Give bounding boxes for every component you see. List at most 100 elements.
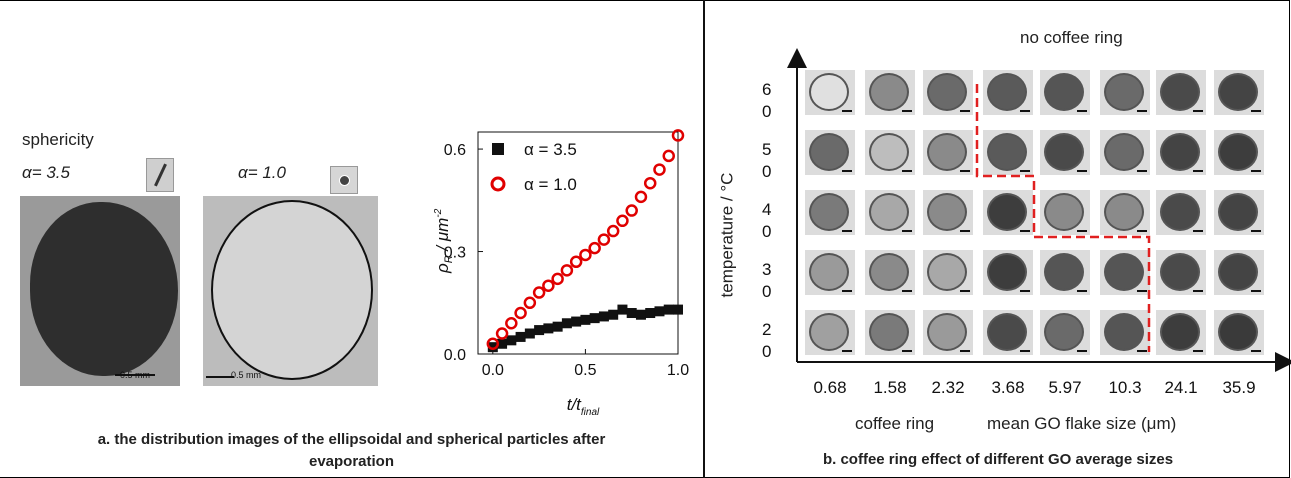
x-tick-label: 0.5 <box>574 362 596 379</box>
y-tick-label: 6 <box>762 80 772 99</box>
deposit-thumbnail <box>983 70 1033 115</box>
deposit-thumbnail <box>923 310 973 355</box>
deposit-thumbnail <box>805 250 855 295</box>
x-tick-label: 0.68 <box>813 378 847 397</box>
deposit-thumbnail <box>983 250 1033 295</box>
y-tick-label: 0.6 <box>444 142 466 159</box>
data-point-alpha-3-5 <box>645 308 656 319</box>
data-point-alpha-1-0 <box>671 129 685 142</box>
deposit-thumbnail <box>1214 310 1264 355</box>
deposit-thumbnail <box>1156 250 1206 295</box>
x-tick-label: 1.58 <box>873 378 907 397</box>
data-point-alpha-1-0 <box>542 279 555 292</box>
alpha-1-0-label: α= 1.0 <box>238 163 286 182</box>
data-point-alpha-3-5 <box>663 304 674 315</box>
deposit-density-chart: 0.0 0.3 0.6 0.0 0.5 1.0 ρR / μm-2 t/tfinal α = 3… <box>433 129 689 418</box>
ellipsoid-particle-inset <box>146 158 174 192</box>
sphere-particle-inset <box>330 166 358 194</box>
ellipsoid-deposit-micrograph: 0.5 mm <box>20 196 180 386</box>
data-point-alpha-1-0 <box>514 306 527 320</box>
plot-frame <box>477 131 679 355</box>
x-tick-label: 35.9 <box>1222 378 1256 397</box>
data-point-alpha-3-5 <box>571 316 582 327</box>
deposit-thumbnail <box>865 70 915 115</box>
scale-bar-label-2: 0.5 mm <box>231 370 262 380</box>
deposit-thumbnail <box>1100 250 1150 295</box>
y-tick-label: 2 <box>762 320 772 339</box>
deposit-thumbnail <box>805 310 855 355</box>
coffee-ring-label: coffee ring <box>855 414 935 433</box>
deposit-thumbnail <box>865 310 915 355</box>
deposit-thumbnail <box>1100 70 1150 115</box>
y-tick-label: 0 <box>762 222 772 241</box>
deposit-thumbnail <box>805 190 855 235</box>
panel-b-axes <box>787 48 1291 372</box>
data-point-alpha-1-0 <box>532 286 546 299</box>
data-point-alpha-3-5 <box>561 318 572 329</box>
deposit-thumbnail <box>1156 70 1206 115</box>
sphericity-label: sphericity <box>22 130 94 149</box>
data-point-alpha-1-0 <box>616 214 629 228</box>
data-point-alpha-1-0 <box>643 176 657 190</box>
deposit-thumbnail <box>1100 310 1150 355</box>
deposit-thumbnail <box>1040 130 1090 175</box>
y-tick-label: 0 <box>762 162 772 181</box>
data-point-alpha-3-5 <box>552 321 563 332</box>
panel-a-caption-line-1: a. the distribution images of the ellips… <box>97 431 606 448</box>
data-point-alpha-1-0 <box>653 163 666 176</box>
deposit-thumbnail <box>1100 130 1150 175</box>
data-point-alpha-3-5 <box>524 328 535 339</box>
sphere-deposit-micrograph: 0.5 mm <box>203 196 378 386</box>
deposit-thumbnail <box>1040 70 1090 115</box>
deposit-thumbnail <box>1214 250 1264 295</box>
scale-bar-label-1: 0.5 mm <box>120 370 151 380</box>
mean-go-flake-size-label: mean GO flake size (μm) <box>987 414 1177 433</box>
y-axis-label: ρR / μm-2 <box>433 208 455 274</box>
data-point-alpha-1-0 <box>505 317 518 330</box>
deposit-thumbnail <box>1040 190 1090 235</box>
x-tick-label: 1.0 <box>667 362 689 379</box>
data-point-alpha-3-5 <box>580 314 591 325</box>
deposit-thumbnail <box>1040 250 1090 295</box>
data-point-alpha-3-5 <box>673 304 683 315</box>
coffee-ring-boundary-line <box>975 84 1151 352</box>
deposit-thumbnail <box>983 310 1033 355</box>
x-tick-label: 10.3 <box>1108 378 1142 397</box>
y-tick-label: 3 <box>762 260 772 279</box>
deposit-thumbnail <box>1214 70 1264 115</box>
data-point-alpha-1-0 <box>662 149 675 163</box>
legend-marker-alpha-1-0 <box>490 176 506 192</box>
y-tick-label: 5 <box>762 140 772 159</box>
data-point-alpha-1-0 <box>579 248 592 262</box>
deposit-thumbnail <box>1214 130 1264 175</box>
deposit-thumbnail <box>1214 190 1264 235</box>
deposit-thumbnail <box>805 70 855 115</box>
y-tick-label: 0.3 <box>444 245 466 262</box>
data-point-alpha-3-5 <box>487 342 498 353</box>
data-point-alpha-3-5 <box>654 306 665 317</box>
data-point-alpha-3-5 <box>626 308 637 319</box>
data-point-alpha-1-0 <box>523 296 537 310</box>
legend-marker-alpha-3-5 <box>492 143 504 155</box>
y-tick-label: 4 <box>762 200 772 219</box>
data-point-alpha-1-0 <box>495 327 509 340</box>
deposit-thumbnail <box>865 130 915 175</box>
data-point-alpha-3-5 <box>617 304 628 315</box>
deposit-thumbnail <box>923 250 973 295</box>
data-point-alpha-1-0 <box>588 241 601 255</box>
data-point-alpha-3-5 <box>497 338 508 349</box>
y-tick-label: 0.0 <box>444 347 466 364</box>
legend-label-alpha-3-5: α = 3.5 <box>524 140 577 159</box>
data-point-alpha-3-5 <box>506 335 517 346</box>
y-tick-label: 0 <box>762 282 772 301</box>
data-point-alpha-1-0 <box>634 190 648 204</box>
x-tick-label: 3.68 <box>991 378 1025 397</box>
data-point-alpha-1-0 <box>551 272 564 286</box>
data-point-alpha-3-5 <box>598 311 609 322</box>
x-tick-label: 0.0 <box>482 362 504 379</box>
data-point-alpha-1-0 <box>625 204 638 217</box>
data-point-alpha-1-0 <box>597 233 611 246</box>
deposit-thumbnail <box>1156 190 1206 235</box>
deposit-thumbnail <box>865 190 915 235</box>
